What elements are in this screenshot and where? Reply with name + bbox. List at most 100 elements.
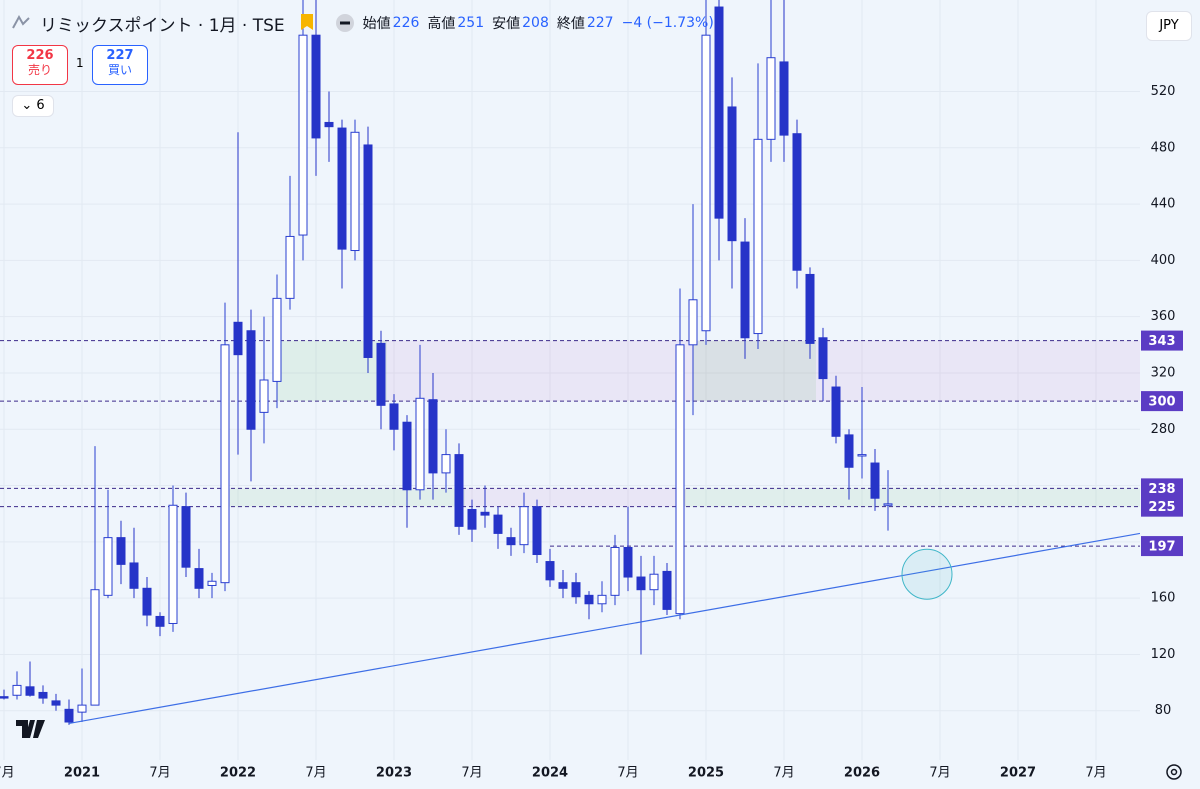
candle-body [155, 615, 165, 627]
candle-body [818, 337, 828, 380]
candle-body [285, 235, 295, 299]
x-tick-label: 7月 [461, 766, 482, 781]
candle-body [259, 379, 269, 413]
sell-price: 226 [26, 48, 54, 63]
background-layer [0, 0, 1140, 760]
candle-body [220, 344, 230, 584]
candle-body [441, 454, 451, 474]
flag-icon[interactable] [299, 12, 315, 34]
y-tick-label: 360 [1151, 309, 1176, 324]
y-tick-label: 520 [1151, 84, 1176, 99]
candle-body [272, 297, 282, 382]
buy-label: 買い [107, 63, 132, 77]
x-tick-label: 7月 [929, 766, 950, 781]
candle-body [701, 34, 711, 332]
candle-body [12, 684, 22, 696]
level-label: 197 [1148, 540, 1175, 555]
candle-body [25, 686, 35, 696]
level-tag [1141, 478, 1183, 499]
candle-body [337, 127, 347, 250]
candle-body [467, 508, 477, 530]
candle-body [194, 568, 204, 589]
tv-logo [16, 720, 45, 738]
settings-icon[interactable] [1166, 764, 1182, 780]
marker-circle [901, 548, 953, 600]
y-tick-label: 80 [1155, 703, 1172, 718]
x-tick-label: 7月 [0, 766, 15, 781]
y-tick-label: 480 [1151, 140, 1176, 155]
candle-body [649, 573, 659, 591]
y-tick-label: 280 [1151, 422, 1176, 437]
x-tick-label: 7月 [617, 766, 638, 781]
candle-body [363, 144, 373, 358]
candle-body [519, 506, 529, 546]
x-tick-label: 2022 [220, 766, 256, 781]
level-label: 238 [1148, 482, 1175, 497]
candle-body [857, 454, 867, 457]
candle-body [597, 594, 607, 605]
candle-body [64, 708, 74, 723]
candle-body [831, 386, 841, 437]
candle-body [493, 514, 503, 534]
candle-body [571, 582, 581, 598]
candle-body [454, 454, 464, 527]
candle-body [532, 506, 542, 556]
indicator-toggle[interactable]: ⌄ 6 [12, 95, 54, 117]
candle-body [870, 462, 880, 499]
candle-body [311, 34, 321, 139]
level-tag [1141, 391, 1183, 412]
level-label: 343 [1148, 334, 1175, 349]
candle-body [415, 397, 425, 491]
candle-body [792, 133, 802, 271]
candle-body [142, 587, 152, 616]
plot-layer [0, 0, 1140, 725]
high-value: 251 [457, 15, 485, 31]
candle-body [727, 106, 737, 242]
status-icon[interactable] [335, 13, 355, 33]
candle-body [805, 273, 815, 344]
x-tick-label: 7月 [305, 766, 326, 781]
candle-body [168, 504, 178, 624]
y-tick-label: 120 [1151, 647, 1176, 662]
level-tag [1141, 330, 1183, 351]
candle-body [506, 537, 516, 546]
candle-body [207, 580, 217, 586]
close-label: 終値 [556, 16, 585, 32]
x-tick-label: 7月 [773, 766, 794, 781]
candle-body [389, 403, 399, 430]
candle-body [844, 434, 854, 468]
candle-body [298, 34, 308, 236]
buy-price: 227 [106, 48, 134, 63]
x-tick-label: 2026 [844, 766, 880, 781]
currency-button[interactable]: JPY [1146, 11, 1192, 41]
sell-button[interactable]: 226 売り [12, 45, 68, 85]
candle-body [740, 241, 750, 339]
y-tick-label: 320 [1151, 365, 1176, 380]
candle-body [103, 537, 113, 596]
candle-body [233, 321, 243, 356]
candle-body [90, 589, 100, 706]
candle-body [714, 6, 724, 219]
candle-body [402, 421, 412, 491]
x-tick-label: 2027 [1000, 766, 1036, 781]
candle-body [688, 299, 698, 346]
zone [381, 340, 1140, 402]
level-label: 225 [1148, 500, 1175, 515]
candle-body [428, 399, 438, 474]
chart-title[interactable]: リミックスポイント · 1月 · TSE [40, 15, 285, 36]
candle-body [77, 704, 87, 713]
zone [680, 488, 1140, 507]
chevron: ⌄ [21, 98, 37, 113]
candle-body [883, 503, 893, 506]
buy-button[interactable]: 227 買い [92, 45, 148, 85]
indicator-count: 6 [36, 98, 45, 113]
candle-body [350, 131, 360, 252]
candle-body [545, 561, 555, 581]
x-tick-label: 2023 [376, 766, 412, 781]
candle-body [636, 576, 646, 591]
candle-body [116, 537, 126, 565]
candle-body [558, 582, 568, 589]
x-tick-label: 7月 [149, 766, 170, 781]
